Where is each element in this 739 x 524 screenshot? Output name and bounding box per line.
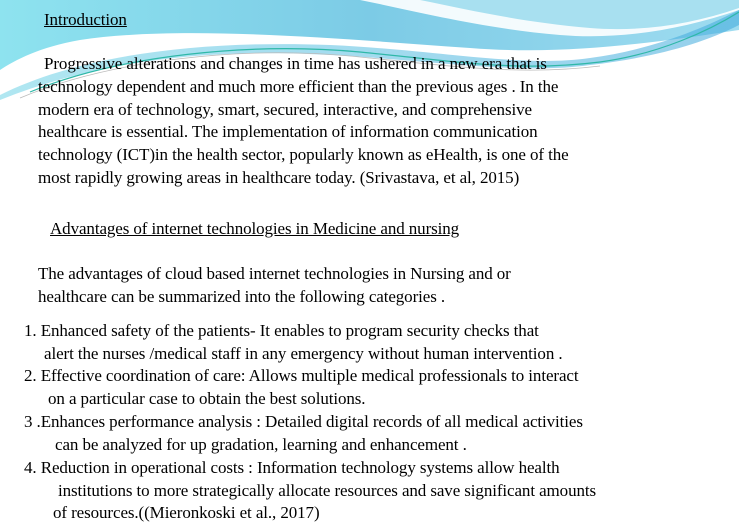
wave-decoration — [0, 0, 739, 100]
list-item: 1. Enhanced safety of the patients- It e… — [24, 321, 539, 340]
intro-line: technology dependent and much more effic… — [38, 77, 559, 96]
summary-line: healthcare can be summarized into the fo… — [38, 287, 446, 306]
list-item-continuation: of resources.((Mieronkoski et al., 2017) — [53, 503, 320, 522]
intro-line: technology (ICT)in the health sector, po… — [38, 145, 569, 164]
list-item-continuation: on a particular case to obtain the best … — [48, 389, 366, 408]
summary-line: The advantages of cloud based internet t… — [38, 264, 511, 283]
section-heading: Advantages of internet technologies in M… — [50, 219, 460, 238]
list-item: 4. Reduction in operational costs : Info… — [24, 458, 560, 477]
intro-line: Progressive alterations and changes in t… — [44, 54, 547, 73]
intro-line: modern era of technology, smart, secured… — [38, 100, 532, 119]
slide-title: Introduction — [44, 10, 127, 29]
intro-line: most rapidly growing areas in healthcare… — [38, 168, 520, 187]
list-item-continuation: alert the nurses /medical staff in any e… — [44, 344, 563, 363]
list-item-continuation: institutions to more strategically alloc… — [58, 481, 597, 500]
intro-line: healthcare is essential. The implementat… — [38, 122, 538, 141]
list-item: 3 .Enhances performance analysis : Detai… — [24, 412, 583, 431]
list-item: 2. Effective coordination of care: Allow… — [24, 366, 579, 385]
list-item-continuation: can be analyzed for up gradation, learni… — [55, 435, 467, 454]
